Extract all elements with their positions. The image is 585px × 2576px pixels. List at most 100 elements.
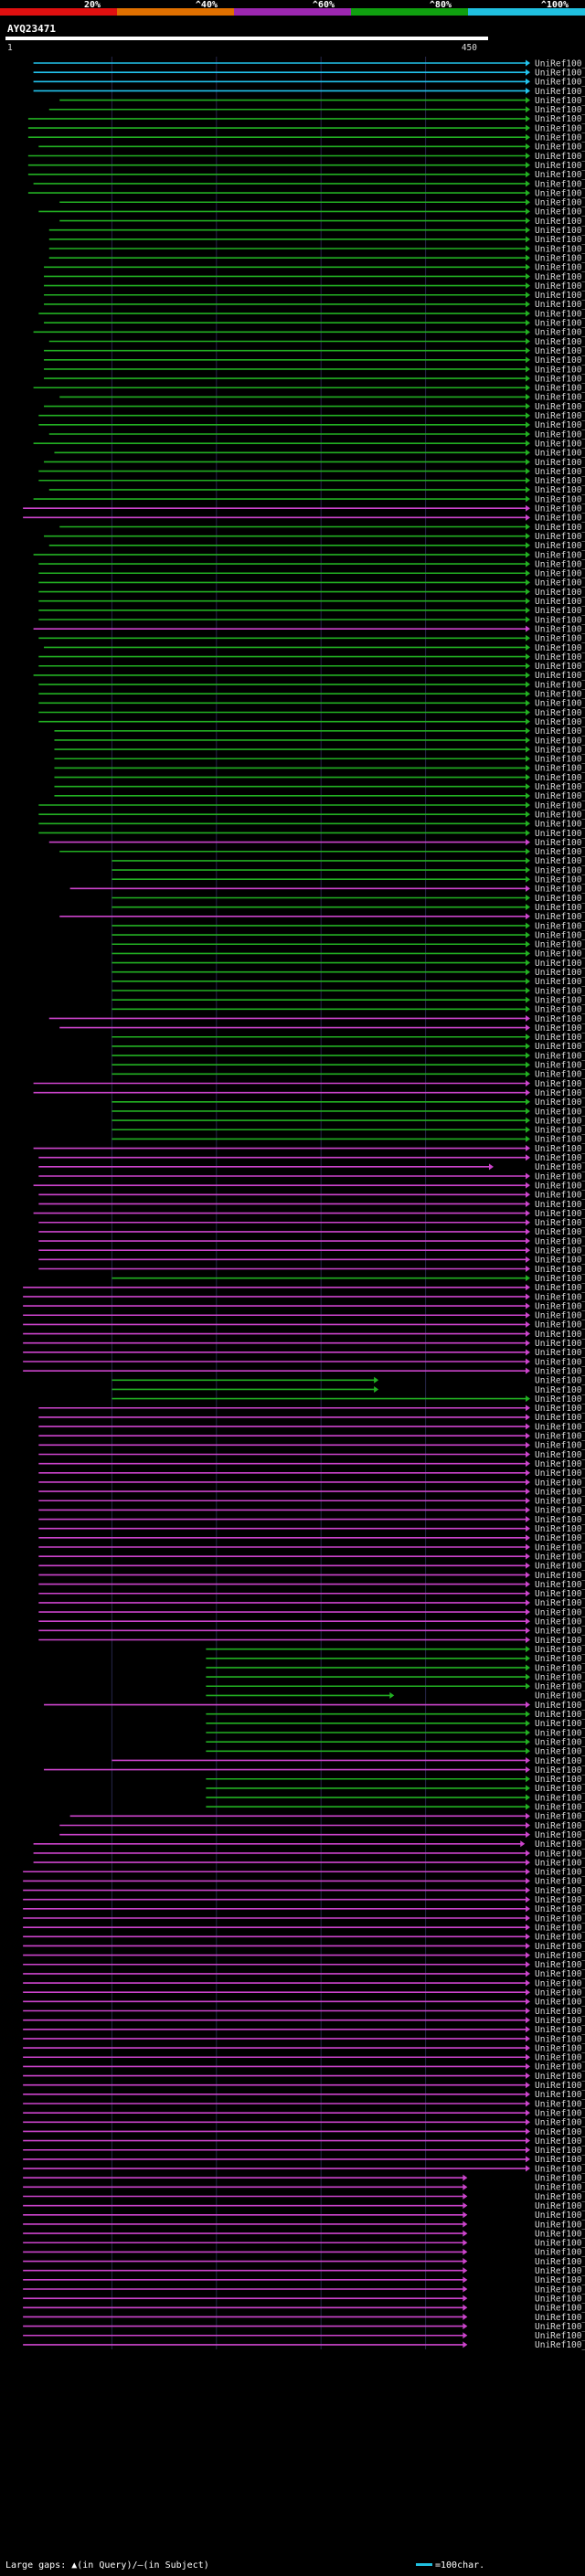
hit-row[interactable]: UniRef100_B9RR76 — [38, 820, 585, 830]
hit-label[interactable]: UniRef100_Q0LMQ2 — [535, 1562, 585, 1572]
hit-label[interactable]: UniRef100_Q2QS18 — [535, 800, 585, 811]
hit-row[interactable]: UniRef100_B9N4C4 — [112, 865, 585, 875]
hit-row[interactable]: UniRef100_C5YAC4 — [38, 652, 585, 663]
hit-row[interactable]: UniRef100_Q6ZG7U — [38, 207, 585, 217]
hit-label[interactable]: UniRef100_A7QP61 — [535, 476, 585, 486]
hit-row[interactable]: UniRef100_Q63YB3 — [33, 671, 585, 681]
hit-label[interactable]: UniRef100_A9MT85 — [535, 1097, 585, 1108]
hit-row[interactable]: UniRef100_UPI000... — [54, 449, 585, 459]
hit-label[interactable]: UniRef100_B6SUC4 — [535, 1904, 585, 1914]
hit-label[interactable]: UniRef100_Q75YY8 — [535, 1236, 585, 1246]
hit-row[interactable]: UniRef100_Q41038 — [33, 328, 585, 338]
hit-label[interactable]: UniRef100_A8J249 — [535, 1951, 585, 1961]
hit-label[interactable]: UniRef100_Q9SNH4 — [535, 1227, 585, 1237]
hit-label[interactable]: UniRef100_A9RU32 — [535, 1348, 585, 1358]
hit-label[interactable]: UniRef100_Q41039 — [535, 894, 585, 904]
hit-label[interactable]: UniRef100_B4YYB1 — [535, 411, 585, 421]
hit-row[interactable]: UniRef100_Q9S6Y3 — [23, 1942, 585, 1952]
hit-row[interactable]: UniRef100_B9NLG2 — [44, 643, 585, 653]
hit-row[interactable]: UniRef100_UPI000... — [23, 2183, 585, 2193]
hit-row[interactable]: UniRef100_B7FJY9 — [112, 1005, 585, 1015]
hit-label[interactable]: UniRef100_C1FEC3 — [535, 1756, 585, 1766]
hit-label[interactable]: UniRef100_Q40481 — [535, 1116, 585, 1126]
hit-label[interactable]: UniRef100_C6PS98 — [535, 1061, 585, 1071]
hit-row[interactable]: UniRef100_B3VV74 — [38, 1487, 585, 1497]
hit-row[interactable]: UniRef100_A9TX90 — [54, 791, 585, 801]
hit-label[interactable]: UniRef100_Q8RY18 — [535, 1051, 585, 1061]
hit-label[interactable]: UniRef100_Q8RU00 — [535, 272, 585, 282]
hit-label[interactable]: UniRef100_Q84YQ2 — [535, 58, 585, 69]
hit-label[interactable]: UniRef100_Q6QV17 — [535, 1571, 585, 1581]
hit-label[interactable]: UniRef100_C1N5B7 — [535, 2340, 585, 2350]
hit-row[interactable]: UniRef100_Q9S9B6 — [38, 1422, 585, 1432]
hit-label[interactable]: UniRef100_A4QPN7 — [535, 1839, 585, 1850]
hit-label[interactable]: UniRef100_A6IKC8 — [535, 1144, 585, 1154]
hit-row[interactable]: UniRef100_Q3E725 — [23, 2201, 585, 2211]
hit-label[interactable]: UniRef100_C3UVT8 — [535, 1283, 585, 1293]
hit-row[interactable]: UniRef100_Q8L9Y7 — [27, 170, 585, 180]
hit-row[interactable]: UniRef100_Q9SR91 — [23, 1895, 585, 1905]
hit-label[interactable]: UniRef100_B4FVW4 — [535, 726, 585, 737]
hit-row[interactable]: UniRef100_Q8M320 — [44, 402, 585, 412]
hit-label[interactable]: UniRef100_B6Z235 — [535, 1775, 585, 1785]
hit-row[interactable]: UniRef100_Q9SBN0 — [33, 624, 585, 634]
hit-label[interactable]: UniRef100_C1E0C9 — [535, 467, 585, 477]
hit-label[interactable]: UniRef100_Q9SYB7 — [535, 1868, 585, 1878]
hit-row[interactable]: UniRef100_Q67LU9 — [38, 717, 585, 727]
hit-row[interactable]: UniRef100_C3UL11 — [23, 1311, 585, 1321]
hit-row[interactable]: UniRef100_A9T3H5 — [23, 2108, 585, 2118]
hit-row[interactable]: UniRef100_A2SY39 — [38, 1256, 585, 1266]
hit-row[interactable]: UniRef100_C1FD84 — [59, 1821, 585, 1831]
hit-row[interactable]: UniRef100_B6Z234 — [206, 1728, 585, 1738]
hit-row[interactable]: UniRef100_C1E0Z2 — [23, 2043, 585, 2053]
hit-label[interactable]: UniRef100_A5AE63 — [535, 2099, 585, 2109]
hit-label[interactable]: UniRef100_A9T399 — [535, 2007, 585, 2017]
hit-label[interactable]: UniRef100_Q1WLW1 — [535, 87, 585, 97]
hit-label[interactable]: UniRef100_B6Z218 — [535, 1627, 585, 1637]
hit-row[interactable]: UniRef100_A9T3X6 — [23, 2118, 585, 2128]
hit-row[interactable]: UniRef100_B8B7R6 — [27, 114, 585, 124]
hit-row[interactable]: UniRef100_P27524 — [112, 1394, 585, 1405]
hit-label[interactable]: UniRef100_Q8S567 — [535, 1191, 585, 1201]
hit-row[interactable]: UniRef100_B9GRL1 — [44, 291, 585, 301]
hit-row[interactable]: UniRef100_B6Z225 — [206, 1682, 585, 1692]
hit-label[interactable]: UniRef100_B8B7R6 — [535, 114, 585, 124]
hit-label[interactable]: UniRef100_Q32904 — [535, 2016, 585, 2026]
hit-row[interactable]: UniRef100_C1N5B4 — [23, 2257, 585, 2267]
hit-row[interactable]: UniRef100_Q9SQL2 — [112, 1135, 585, 1145]
hit-label[interactable]: UniRef100_UPI000... — [535, 708, 585, 718]
hit-row[interactable]: UniRef100_A2SY12 — [23, 1913, 585, 1924]
hit-label[interactable]: UniRef100_C3UVS9 — [535, 1301, 585, 1311]
hit-row[interactable]: UniRef100_A4QPN7 — [33, 1839, 585, 1850]
hit-label[interactable]: UniRef100_B3VV74 — [535, 1487, 585, 1497]
hit-row[interactable]: UniRef100_B9SE27 — [59, 1830, 585, 1840]
hit-row[interactable]: UniRef100_A2SY37 — [112, 1126, 585, 1136]
hit-label[interactable]: UniRef100_Q8S3U0 — [535, 2313, 585, 2323]
hit-label[interactable]: UniRef100_A9T3X6 — [535, 2118, 585, 2128]
hit-row[interactable]: UniRef100_B6Z214 — [206, 1747, 585, 1757]
hit-row[interactable]: UniRef100_A7NTV5 — [44, 365, 585, 375]
hit-label[interactable]: UniRef100_B6Z225 — [535, 1682, 585, 1692]
hit-label[interactable]: UniRef100_A4QPN0 — [535, 1153, 585, 1163]
hit-row[interactable]: UniRef100_Q9SYB7 — [23, 1868, 585, 1878]
hit-row[interactable]: UniRef100_A4RBL8 — [59, 1023, 585, 1034]
hit-row[interactable]: UniRef100_B1PDK1 — [38, 829, 585, 839]
hit-label[interactable]: UniRef100_A9TW02 — [535, 764, 585, 774]
hit-label[interactable]: UniRef100_Q38HU6 — [535, 1014, 585, 1024]
hit-row[interactable]: UniRef100_C1E0C9 — [38, 467, 585, 477]
hit-label[interactable]: UniRef100_C6TLB5 — [535, 2081, 585, 2091]
hit-row[interactable]: UniRef100_Q38991 — [59, 523, 585, 533]
hit-row[interactable]: UniRef100_B9DFW4 — [27, 188, 585, 198]
hit-row[interactable]: UniRef100_A9NS16 — [23, 2136, 585, 2147]
hit-row[interactable]: UniRef100_C1N5B7 — [23, 2340, 585, 2350]
hit-label[interactable]: UniRef100_C3UVT1 — [535, 1292, 585, 1302]
hit-label[interactable]: UniRef100_B6SPV5 — [535, 355, 585, 366]
hit-label[interactable]: UniRef100_C5YZ16 — [535, 1274, 585, 1284]
hit-label[interactable]: UniRef100_C1MUM8 — [535, 1533, 585, 1543]
hit-row[interactable]: UniRef100_B9HLM2 — [23, 2239, 585, 2249]
hit-row[interactable]: UniRef100_C6TLB5 — [23, 2081, 585, 2091]
hit-label[interactable]: UniRef100_B6Z226 — [535, 1654, 585, 1664]
hit-label[interactable]: UniRef100_Q39631 — [535, 1988, 585, 1998]
hit-label[interactable]: UniRef100_B8AWT1 — [535, 588, 585, 598]
hit-row[interactable]: UniRef100_Q9C639 — [27, 161, 585, 171]
